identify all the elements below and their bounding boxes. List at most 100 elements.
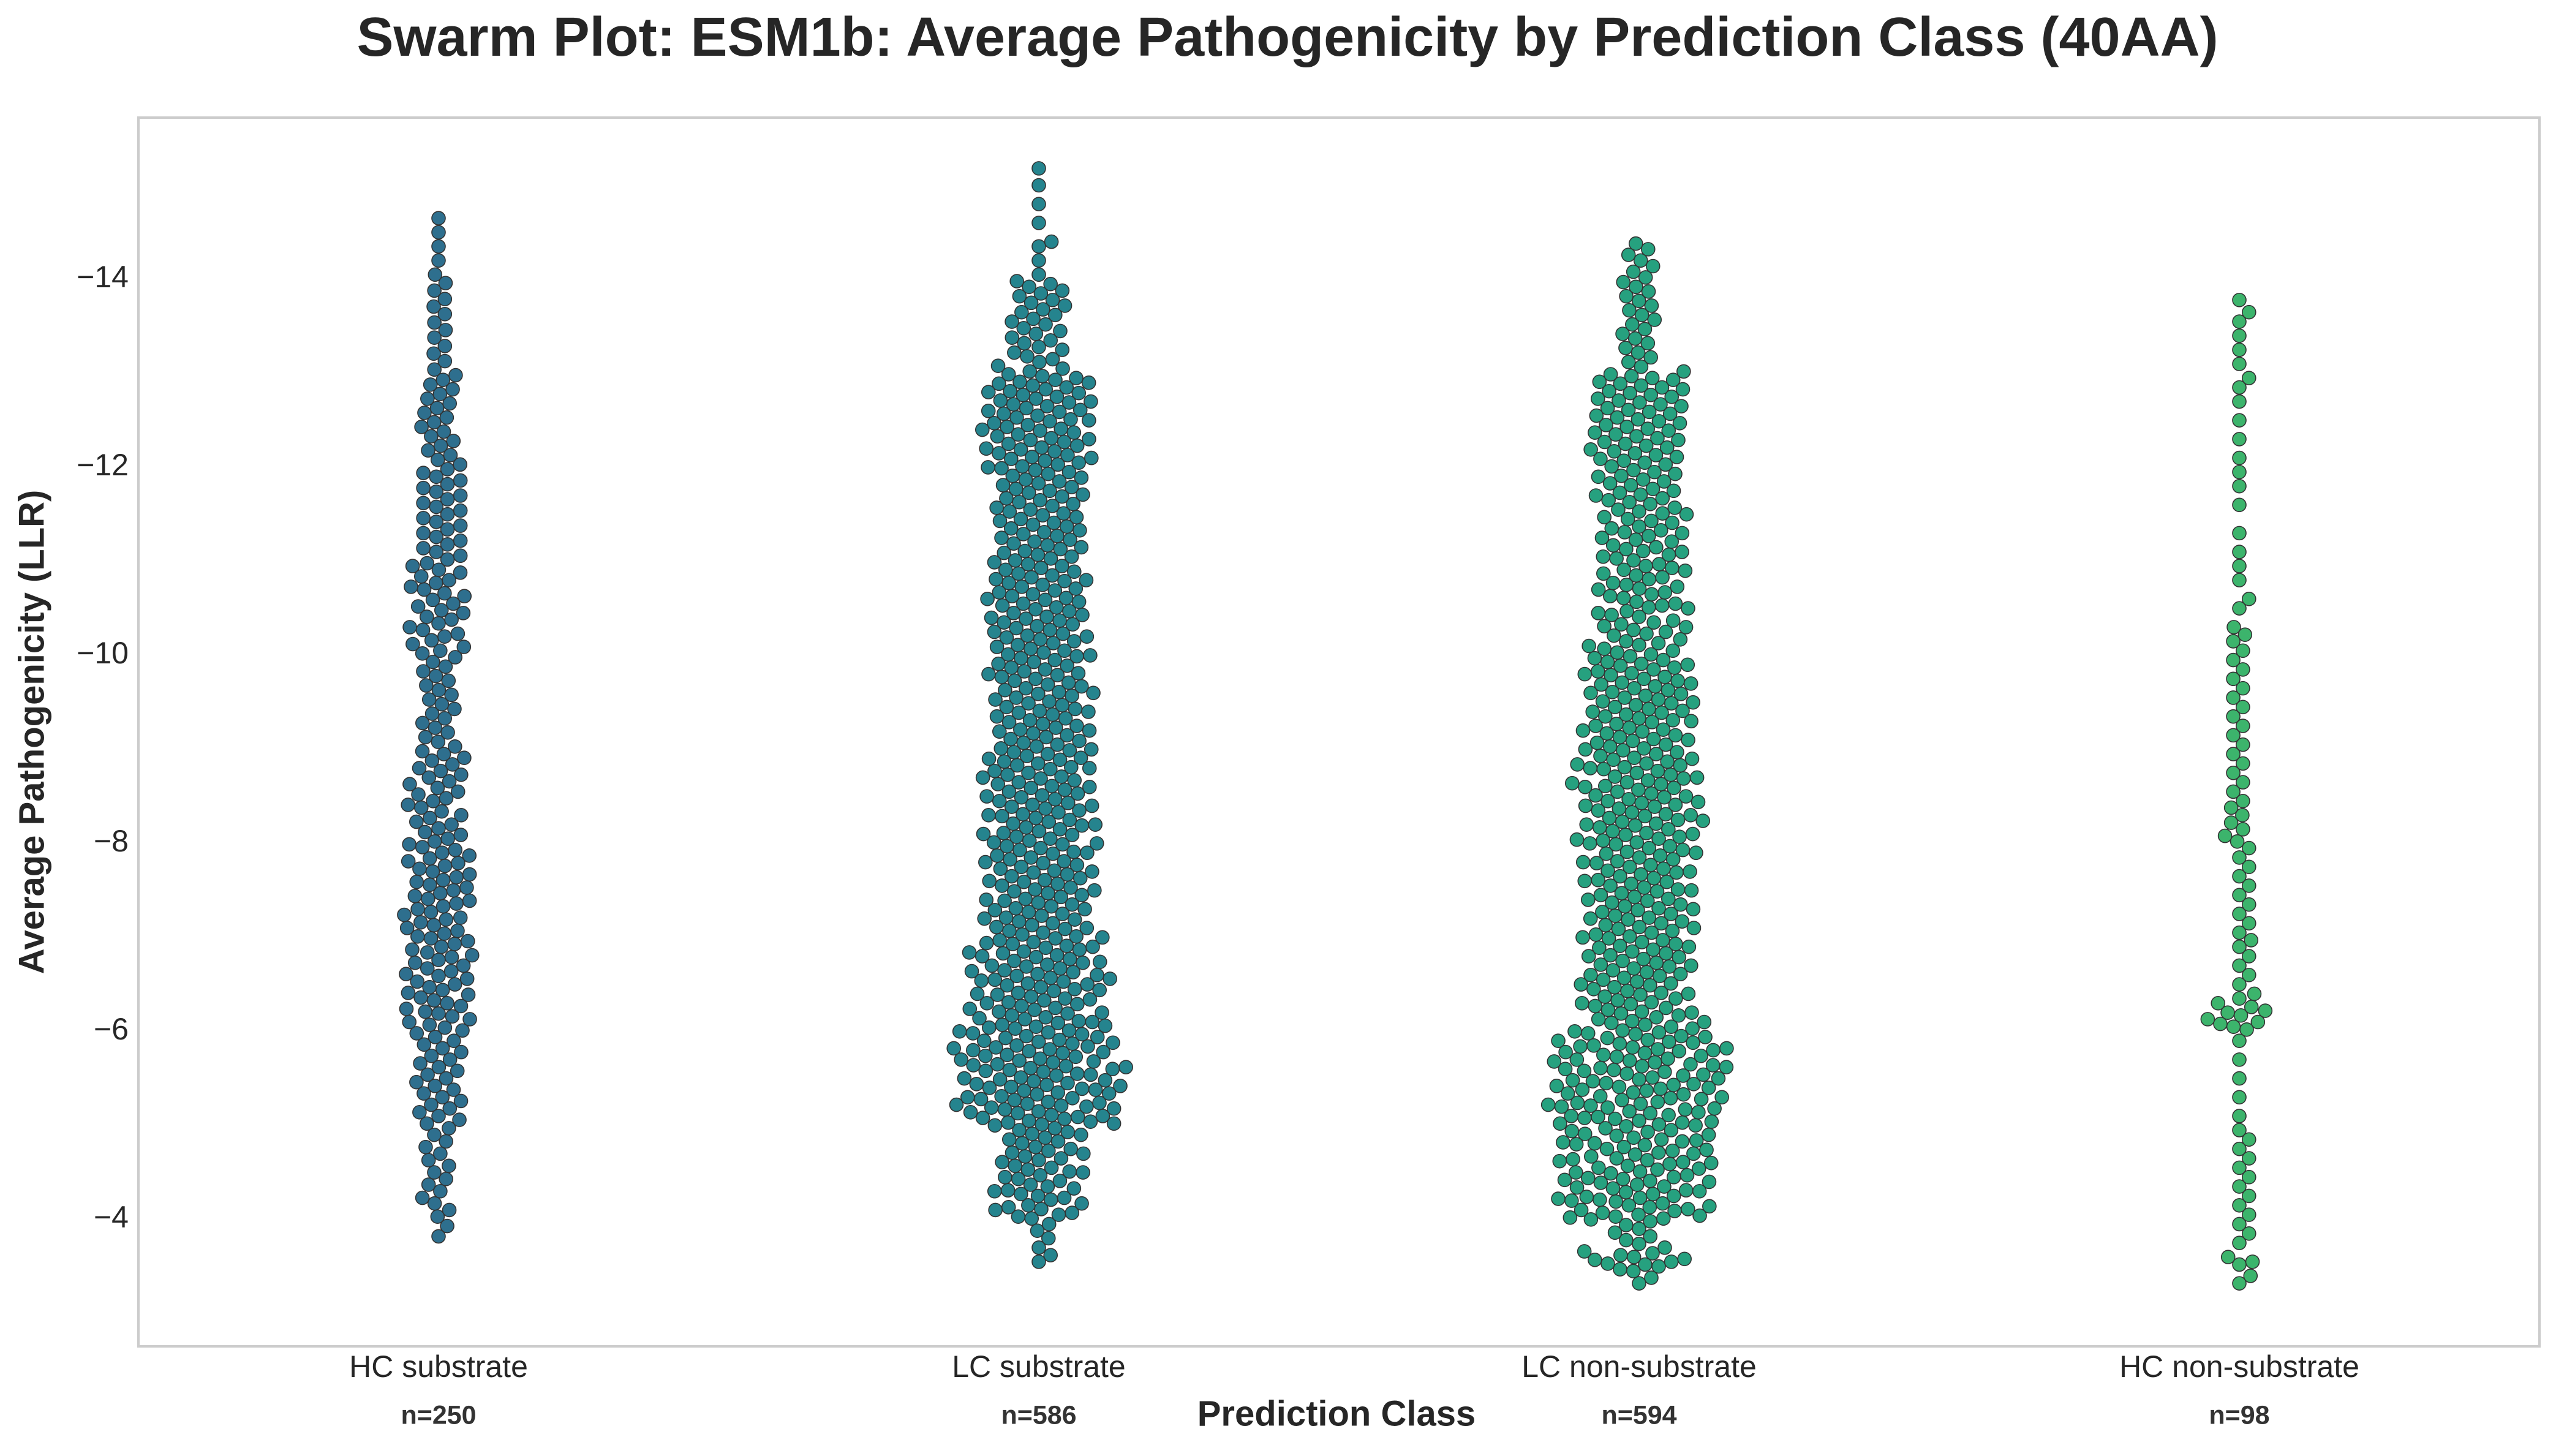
data-point	[1610, 645, 1625, 660]
data-point	[1069, 371, 1084, 385]
data-point	[1654, 380, 1670, 395]
data-point	[427, 362, 442, 377]
data-point	[1694, 1048, 1708, 1063]
data-point	[426, 918, 442, 933]
x-tick-label: LC substrate	[952, 1349, 1125, 1384]
data-point	[999, 630, 1014, 645]
data-point	[1564, 1109, 1579, 1123]
data-point	[1570, 1095, 1585, 1111]
data-point	[1623, 385, 1637, 401]
data-point	[1569, 832, 1585, 847]
data-point	[1604, 895, 1619, 910]
data-point	[1614, 468, 1629, 483]
data-point	[409, 814, 424, 829]
data-point	[1673, 632, 1688, 647]
data-point	[1038, 592, 1053, 608]
data-point	[1613, 869, 1627, 884]
data-point	[1042, 694, 1057, 709]
data-point	[1085, 939, 1100, 954]
data-point	[1022, 1113, 1036, 1128]
data-point	[1616, 274, 1631, 290]
data-point	[1069, 438, 1085, 453]
data-point	[1557, 1172, 1572, 1188]
data-point	[1062, 1164, 1077, 1179]
data-point	[1640, 1153, 1655, 1167]
data-point	[431, 1109, 446, 1123]
data-point	[1020, 418, 1035, 432]
data-point	[1651, 1025, 1667, 1040]
data-point	[401, 854, 416, 869]
data-point	[427, 283, 442, 298]
data-point	[431, 1060, 447, 1074]
data-point	[1586, 1038, 1601, 1053]
data-point	[1044, 779, 1060, 794]
data-point	[2241, 1188, 2256, 1204]
data-point	[433, 1146, 448, 1161]
data-point	[1681, 939, 1697, 954]
data-point	[1001, 1132, 1017, 1147]
data-point	[2258, 1003, 2273, 1018]
data-point	[440, 831, 455, 847]
data-point	[1634, 378, 1649, 393]
data-point	[1031, 1240, 1046, 1255]
data-point	[442, 1121, 456, 1136]
data-point	[2232, 1179, 2247, 1194]
data-point	[2217, 828, 2233, 843]
data-point	[1048, 307, 1063, 323]
data-point	[1638, 270, 1653, 285]
data-point	[1701, 1081, 1716, 1095]
data-point	[2232, 450, 2247, 466]
data-point	[1581, 949, 1596, 964]
data-point	[1040, 957, 1055, 972]
data-point	[410, 599, 426, 614]
data-point	[1632, 1164, 1648, 1179]
data-point	[446, 596, 461, 611]
data-point	[1657, 1240, 1672, 1255]
data-point	[1650, 1042, 1665, 1057]
data-point	[1033, 771, 1048, 786]
data-point	[1043, 1248, 1058, 1262]
data-point	[2220, 1250, 2236, 1264]
y-tick-label: −12	[77, 448, 129, 482]
data-point	[1060, 658, 1074, 673]
data-point	[431, 1229, 446, 1244]
data-point	[1619, 289, 1634, 304]
data-point	[427, 330, 442, 345]
data-point	[1036, 925, 1050, 940]
data-point	[2241, 897, 2256, 912]
data-point	[981, 460, 995, 475]
data-point	[1678, 789, 1694, 804]
data-point	[1653, 397, 1668, 412]
data-point	[1629, 279, 1643, 295]
data-point	[1074, 540, 1089, 555]
data-point	[440, 477, 455, 492]
data-point	[1033, 492, 1047, 508]
data-point	[1661, 423, 1676, 438]
data-point	[1596, 972, 1611, 987]
data-point	[2226, 765, 2241, 780]
data-point	[404, 579, 418, 594]
data-point	[1684, 883, 1699, 898]
data-point	[413, 569, 429, 584]
data-point	[1041, 1095, 1056, 1109]
data-point	[1643, 1214, 1658, 1229]
data-point	[1596, 1047, 1611, 1063]
data-point	[1004, 451, 1019, 466]
data-point	[439, 791, 454, 806]
data-point	[2226, 634, 2241, 649]
data-point	[1034, 440, 1049, 455]
data-point	[1017, 1149, 1033, 1164]
data-point	[1006, 536, 1021, 551]
data-point	[1052, 404, 1067, 420]
data-point	[1558, 1044, 1573, 1060]
data-point	[979, 892, 994, 907]
data-point	[1582, 836, 1597, 851]
data-point	[423, 377, 438, 392]
data-point	[1651, 1117, 1667, 1132]
data-point	[428, 267, 443, 282]
data-point	[1106, 1035, 1120, 1051]
data-point	[1040, 677, 1055, 692]
data-point	[2241, 859, 2256, 875]
data-point	[1578, 798, 1593, 813]
data-point	[1609, 1049, 1624, 1065]
